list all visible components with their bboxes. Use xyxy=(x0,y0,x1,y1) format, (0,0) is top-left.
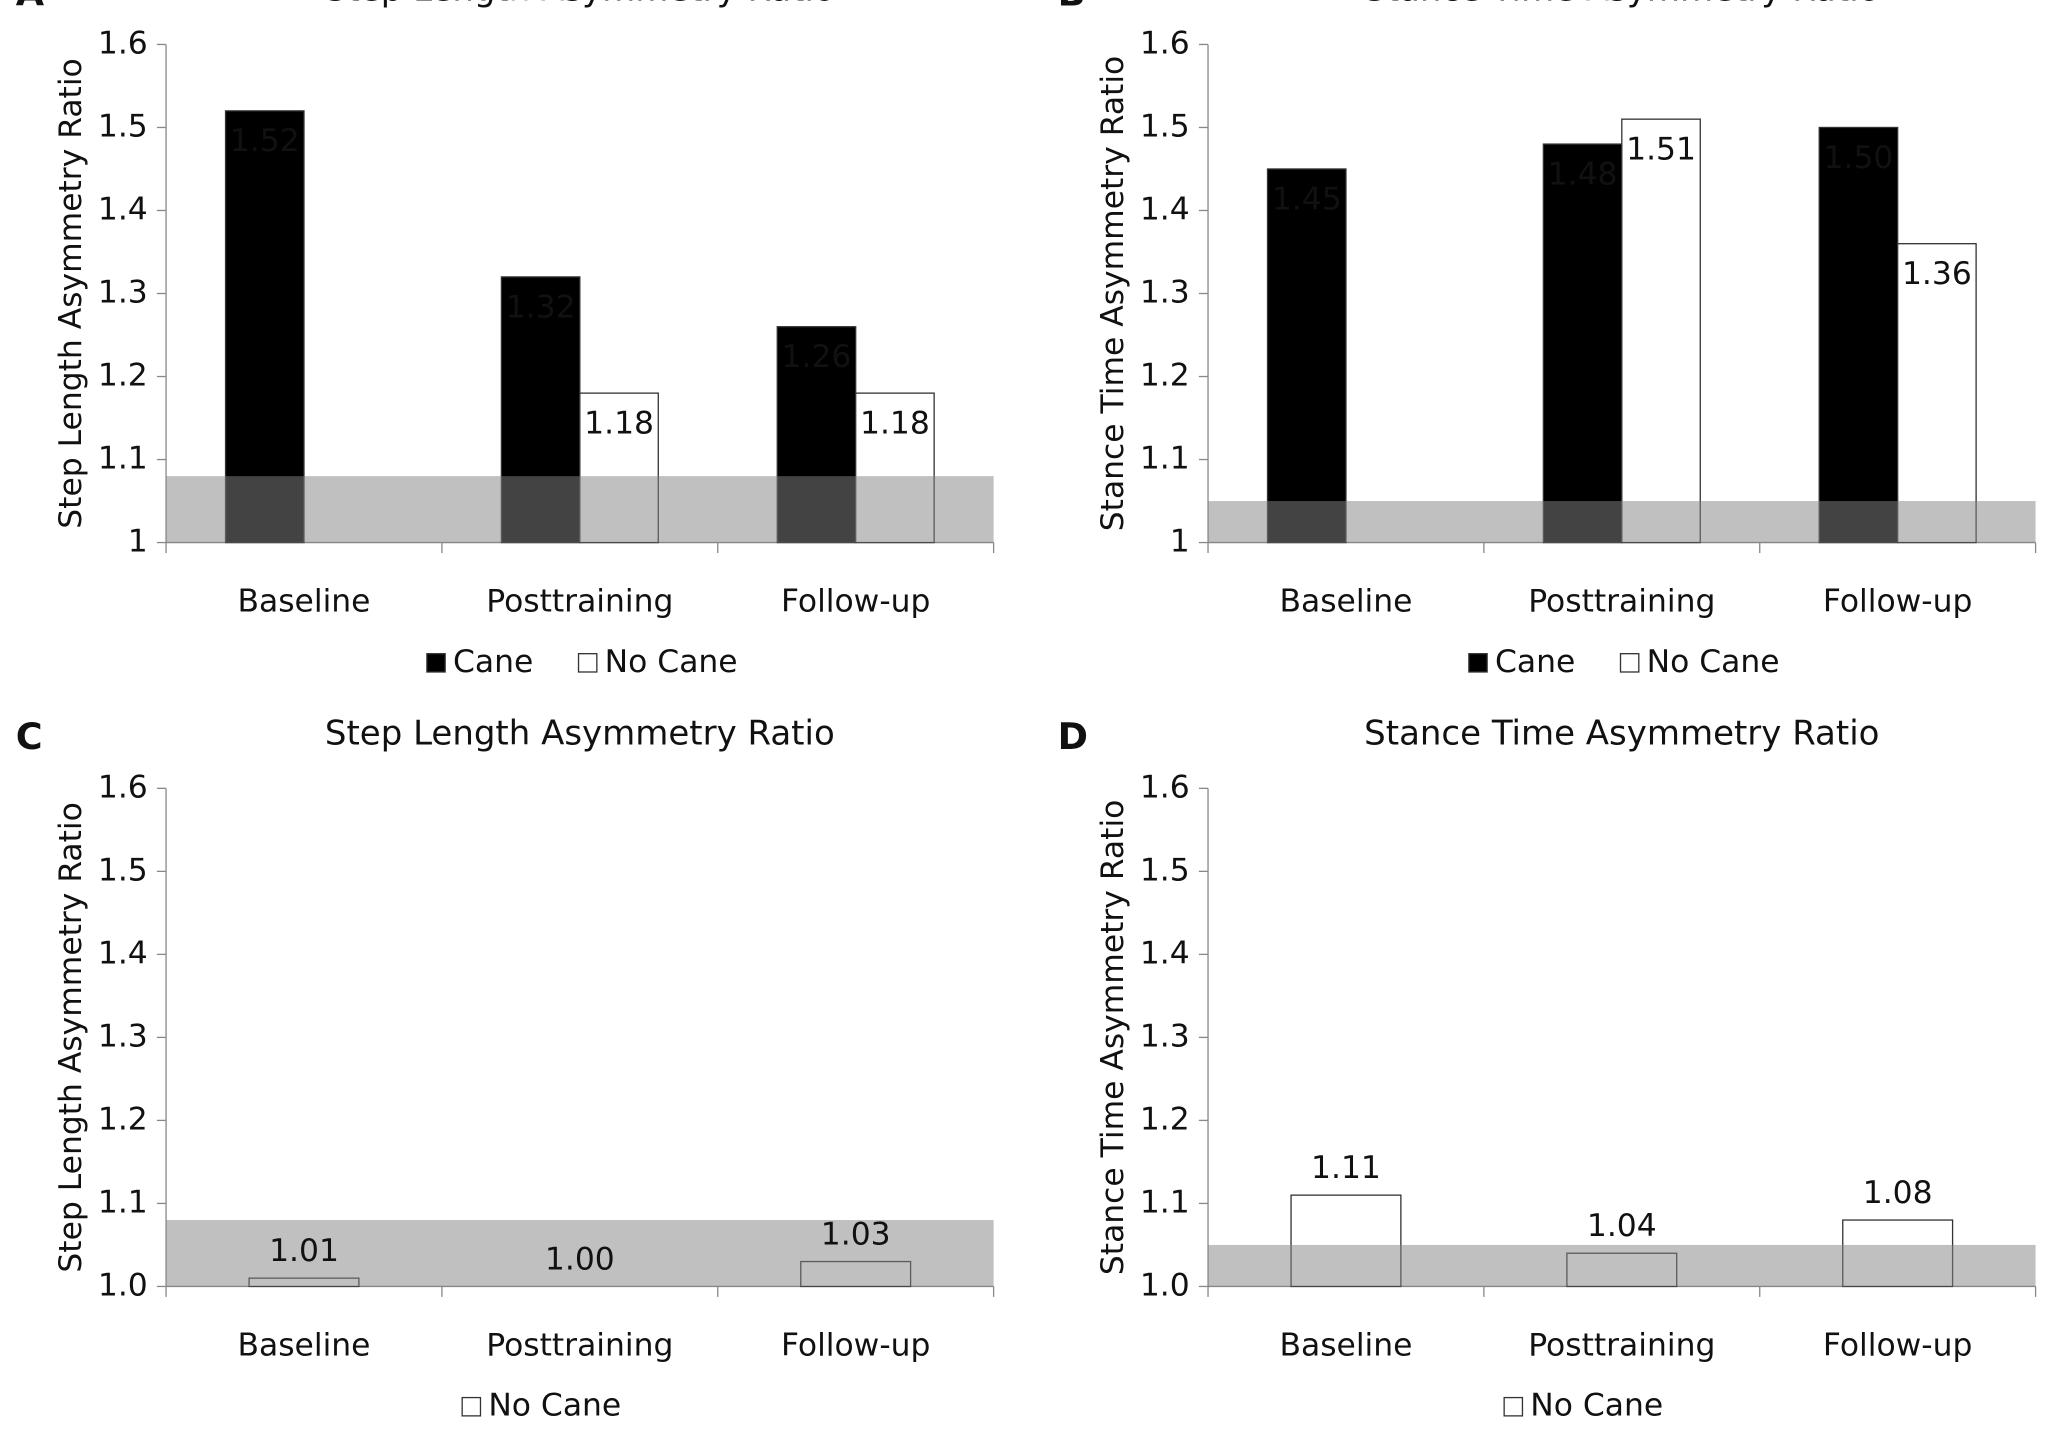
value-label: 1.52 xyxy=(230,123,300,159)
value-label: 1.04 xyxy=(1587,1208,1657,1244)
y-tick-label: 1.1 xyxy=(98,441,148,477)
legend-label: No Cane xyxy=(1647,644,1780,680)
x-tick-label: Baseline xyxy=(238,584,371,620)
y-tick-label: 1.6 xyxy=(1140,769,1190,805)
bar xyxy=(1818,126,1899,544)
legend-swatch xyxy=(1619,653,1640,673)
value-label: 1.11 xyxy=(1311,1150,1381,1186)
y-tick-label: 1.5 xyxy=(1140,852,1190,888)
legend-label: No Cane xyxy=(488,1388,621,1424)
normal-band xyxy=(166,476,994,543)
y-tick-label: 1.3 xyxy=(1140,275,1190,311)
chart-panel: C Step Length Asymmetry Ratio Step Length … xyxy=(16,713,995,1424)
value-label: 1.32 xyxy=(506,289,576,325)
chart-title: Step Length Asymmetry Ratio xyxy=(325,0,835,9)
y-tick-label: 1.4 xyxy=(98,935,148,971)
y-tick-label: 1.6 xyxy=(1140,25,1190,61)
x-tick-label: Baseline xyxy=(1279,584,1412,620)
y-tick-label: 1.2 xyxy=(98,358,148,394)
y-tick-label: 1.3 xyxy=(1140,1018,1190,1054)
value-label: 1.51 xyxy=(1626,132,1696,168)
y-tick-label: 1 xyxy=(1170,524,1190,560)
legend-swatch xyxy=(426,653,446,673)
value-label: 1.00 xyxy=(545,1241,615,1277)
panel-letter: B xyxy=(1058,0,1086,14)
y-axis-label: Step Length Asymmetry Ratio xyxy=(53,58,89,528)
legend-swatch xyxy=(1468,653,1488,673)
y-tick-label: 1.2 xyxy=(1140,358,1190,394)
chart-title: Step Length Asymmetry Ratio xyxy=(325,713,835,753)
legend-swatch xyxy=(461,1396,482,1417)
x-tick-label: Follow-up xyxy=(781,584,930,620)
y-tick-label: 1.2 xyxy=(1140,1101,1190,1137)
legend-label: Cane xyxy=(453,644,533,680)
y-tick-label: 1.1 xyxy=(98,1184,148,1220)
value-label: 1.26 xyxy=(782,339,852,375)
value-label: 1.08 xyxy=(1863,1175,1933,1211)
bar xyxy=(1542,143,1623,544)
chart-title: Stance Time Asymmetry Ratio xyxy=(1364,713,1879,753)
value-label: 1.36 xyxy=(1902,256,1972,292)
y-tick-label: 1.1 xyxy=(1140,441,1190,477)
y-tick-label: 1.2 xyxy=(98,1101,148,1137)
panel-letter: C xyxy=(16,715,43,758)
x-tick-label: Posttraining xyxy=(1528,584,1715,620)
chart-title: Stance Time Asymmetry Ratio xyxy=(1364,0,1879,9)
y-tick-label: 1.4 xyxy=(1140,191,1190,227)
y-tick-label: 1.6 xyxy=(98,25,148,61)
bar xyxy=(224,110,305,544)
normal-band xyxy=(166,1220,994,1287)
panel-letter: D xyxy=(1058,715,1088,758)
bar xyxy=(1266,168,1347,544)
y-axis-label: Stance Time Asymmetry Ratio xyxy=(1095,56,1131,531)
legend-swatch xyxy=(577,653,598,673)
value-label: 1.18 xyxy=(584,406,654,442)
chart-panel: D Stance Time Asymmetry Ratio Stance Time … xyxy=(1058,713,2037,1424)
legend-label: No Cane xyxy=(1530,1388,1663,1424)
y-tick-label: 1.3 xyxy=(98,275,148,311)
normal-band xyxy=(1208,1244,2036,1287)
x-tick-label: Posttraining xyxy=(486,1328,673,1364)
y-tick-label: 1.3 xyxy=(98,1018,148,1054)
legend-swatch xyxy=(1503,1396,1524,1417)
value-label: 1.18 xyxy=(860,406,930,442)
y-tick-label: 1.0 xyxy=(98,1267,148,1303)
y-tick-label: 1.5 xyxy=(1140,108,1190,144)
y-tick-label: 1.5 xyxy=(98,852,148,888)
bar xyxy=(1897,243,1977,544)
y-axis-label: Stance Time Asymmetry Ratio xyxy=(1095,800,1131,1275)
y-tick-label: 1.4 xyxy=(98,191,148,227)
value-label: 1.50 xyxy=(1824,140,1894,176)
x-tick-label: Posttraining xyxy=(1528,1328,1715,1364)
y-tick-label: 1.4 xyxy=(1140,935,1190,971)
y-tick-label: 1.5 xyxy=(98,108,148,144)
chart-panel: A Step Length Asymmetry Ratio Step Length … xyxy=(16,0,995,680)
x-tick-label: Baseline xyxy=(1279,1328,1412,1364)
x-tick-label: Baseline xyxy=(238,1328,371,1364)
normal-band xyxy=(1208,501,2036,543)
y-tick-label: 1 xyxy=(128,524,148,560)
bar xyxy=(1621,118,1701,544)
y-axis-label: Step Length Asymmetry Ratio xyxy=(53,802,89,1272)
y-tick-label: 1.6 xyxy=(98,769,148,805)
x-tick-label: Posttraining xyxy=(486,584,673,620)
legend-label: No Cane xyxy=(605,644,738,680)
panel-letter: A xyxy=(16,0,45,14)
chart-panel: B Stance Time Asymmetry Ratio Stance Time … xyxy=(1058,0,2037,680)
x-tick-label: Follow-up xyxy=(1823,584,1972,620)
x-tick-label: Follow-up xyxy=(1823,1328,1972,1364)
y-tick-label: 1.0 xyxy=(1140,1267,1190,1303)
value-label: 1.48 xyxy=(1548,156,1618,192)
value-label: 1.45 xyxy=(1272,181,1342,217)
value-label: 1.03 xyxy=(821,1216,891,1252)
x-tick-label: Follow-up xyxy=(781,1328,930,1364)
legend-label: Cane xyxy=(1495,644,1575,680)
value-label: 1.01 xyxy=(269,1233,339,1269)
y-tick-label: 1.1 xyxy=(1140,1184,1190,1220)
